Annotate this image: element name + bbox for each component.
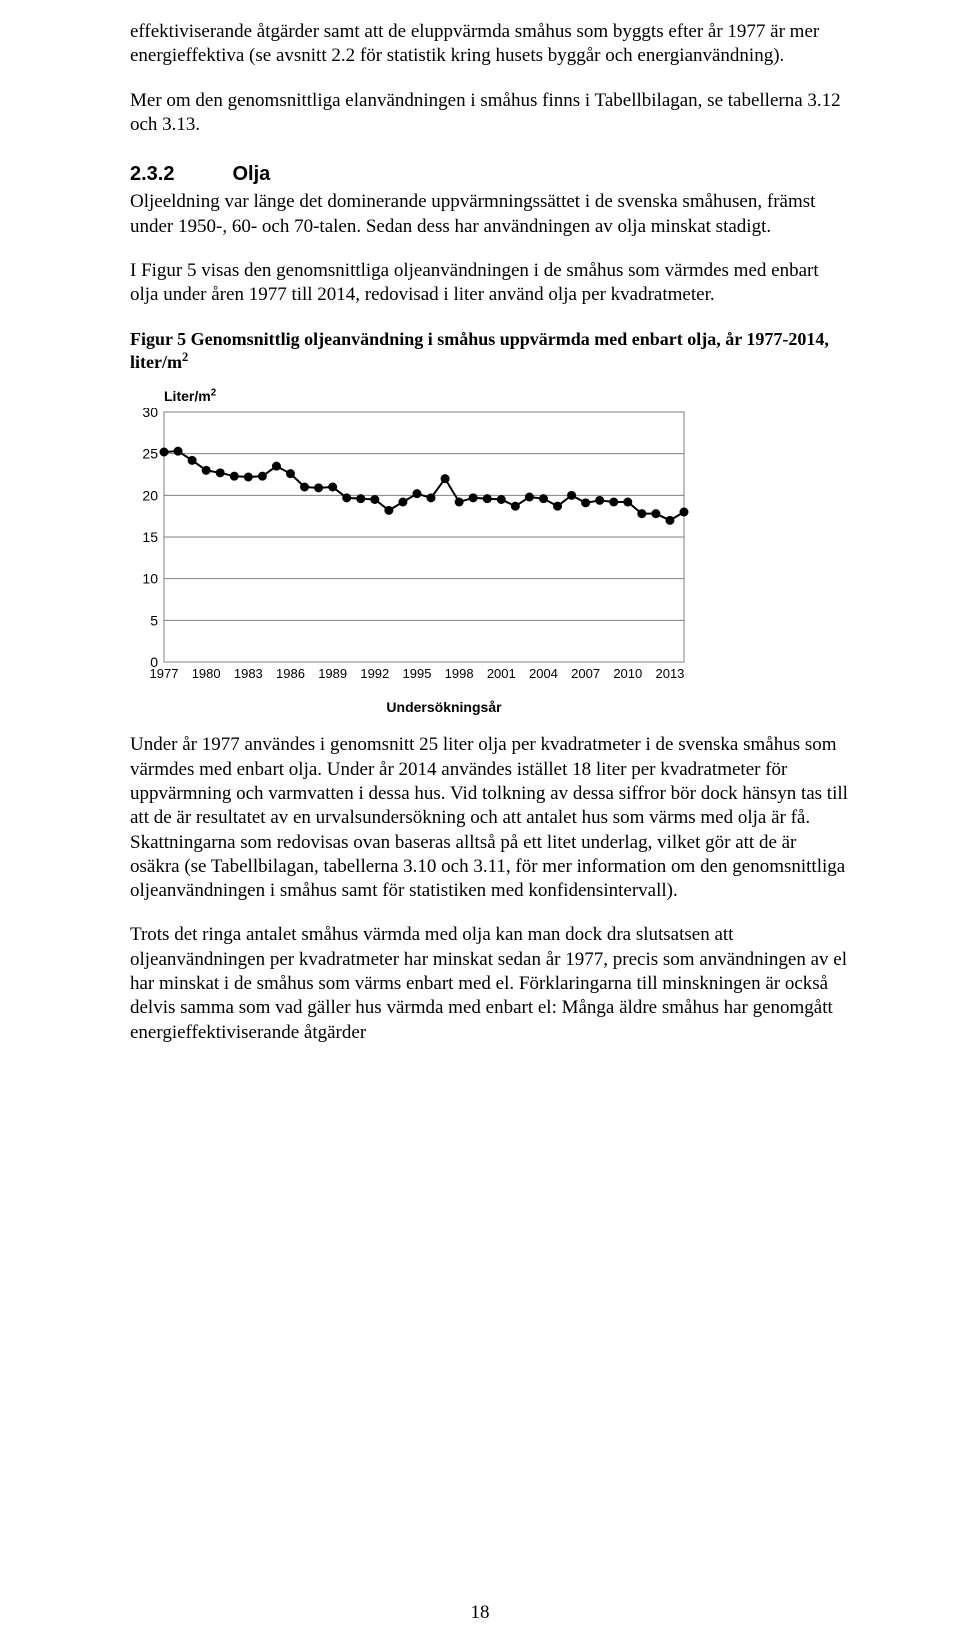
chart-y-title-text: Liter/m xyxy=(164,388,211,404)
figure-caption-sup: 2 xyxy=(182,350,188,364)
svg-text:1986: 1986 xyxy=(276,666,305,681)
svg-text:5: 5 xyxy=(150,613,158,629)
svg-text:1977: 1977 xyxy=(150,666,179,681)
svg-text:1980: 1980 xyxy=(192,666,221,681)
paragraph: Mer om den genomsnittliga elanvändningen… xyxy=(130,89,850,138)
svg-text:2004: 2004 xyxy=(529,666,558,681)
paragraph: Trots det ringa antalet småhus värmda me… xyxy=(130,923,850,1045)
svg-text:15: 15 xyxy=(142,529,158,545)
heading-title: Olja xyxy=(232,163,270,186)
svg-text:30: 30 xyxy=(142,408,158,420)
svg-text:10: 10 xyxy=(142,571,158,587)
chart-svg: 0510152025301977198019831986198919921995… xyxy=(130,408,850,689)
section-heading: 2.3.2 Olja xyxy=(130,163,850,186)
svg-text:25: 25 xyxy=(142,446,158,462)
svg-text:20: 20 xyxy=(142,488,158,504)
chart-y-axis-title: Liter/m2 xyxy=(164,388,850,404)
page-number: 18 xyxy=(0,1602,960,1624)
svg-text:1995: 1995 xyxy=(403,666,432,681)
paragraph: effektiviserande åtgärder samt att de el… xyxy=(130,20,850,69)
svg-text:2010: 2010 xyxy=(613,666,642,681)
svg-text:1992: 1992 xyxy=(360,666,389,681)
svg-text:1983: 1983 xyxy=(234,666,263,681)
svg-text:2013: 2013 xyxy=(655,666,684,681)
chart-y-title-sup: 2 xyxy=(211,388,216,399)
svg-text:2001: 2001 xyxy=(487,666,516,681)
document-page: effektiviserande åtgärder samt att de el… xyxy=(0,0,960,1642)
paragraph: Under år 1977 användes i genomsnitt 25 l… xyxy=(130,733,850,903)
paragraph: I Figur 5 visas den genomsnittliga oljea… xyxy=(130,259,850,308)
oil-usage-chart: Liter/m2 0510152025301977198019831986198… xyxy=(130,388,850,715)
svg-text:1998: 1998 xyxy=(445,666,474,681)
heading-number: 2.3.2 xyxy=(130,163,174,186)
figure-caption: Figur 5 Genomsnittlig oljeanvändning i s… xyxy=(130,328,850,375)
figure-caption-text: Figur 5 Genomsnittlig oljeanvändning i s… xyxy=(130,329,829,372)
paragraph: Oljeeldning var länge det dominerande up… xyxy=(130,190,850,239)
chart-x-axis-title: Undersökningsår xyxy=(164,699,724,715)
svg-text:1989: 1989 xyxy=(318,666,347,681)
svg-text:2007: 2007 xyxy=(571,666,600,681)
